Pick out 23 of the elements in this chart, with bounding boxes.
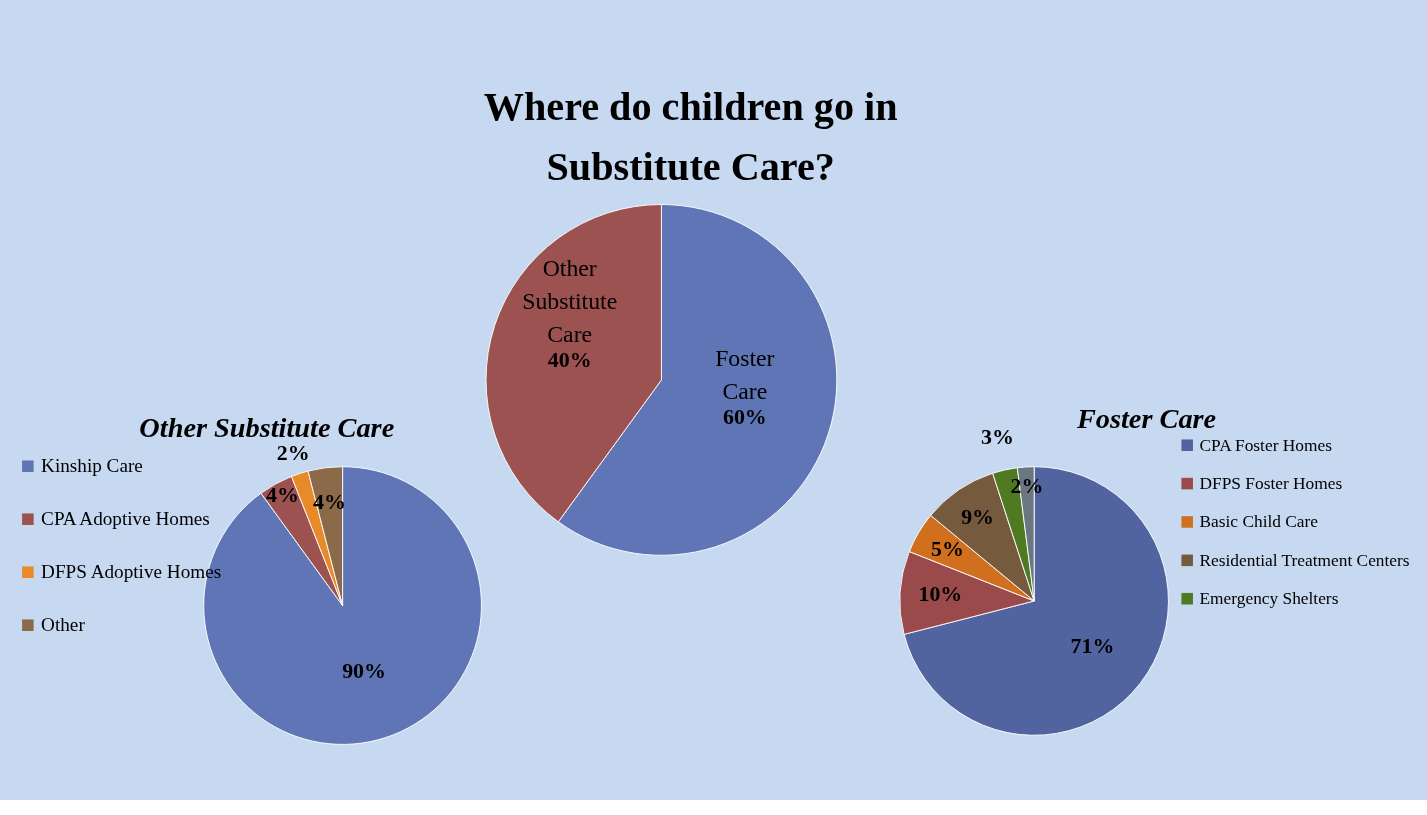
legend-label: Kinship Care [41,454,143,476]
pie-slice [903,466,1169,736]
data-label: 60% [722,404,767,430]
data-label: 40% [547,347,592,373]
legend-label: Other [41,613,86,635]
slice-label: Other Substitute Care [522,255,618,347]
legend-label: Basic Child Care [1199,512,1319,532]
legend-label: CPA Adoptive Homes [41,507,210,529]
data-label: 71% [1070,632,1115,658]
data-label: 90% [342,657,386,683]
chart-title: Where do children go in Substitute Care? [483,83,898,189]
legend-label: DFPS Foster Homes [1199,474,1343,494]
data-label: 5% [931,536,964,562]
legend-label: Emergency Shelters [1199,589,1339,609]
data-label: 9% [961,504,994,530]
legend-label: Residential Treatment Centers [1199,550,1410,570]
data-label: 4% [265,482,299,508]
legend-label: CPA Foster Homes [1199,435,1333,455]
chart-title: Foster Care [1075,403,1217,435]
legend-label: DFPS Adoptive Homes [41,560,222,582]
data-label: 3% [981,423,1014,449]
data-label: 10% [918,581,963,607]
slice-label: Foster Care [715,344,775,404]
